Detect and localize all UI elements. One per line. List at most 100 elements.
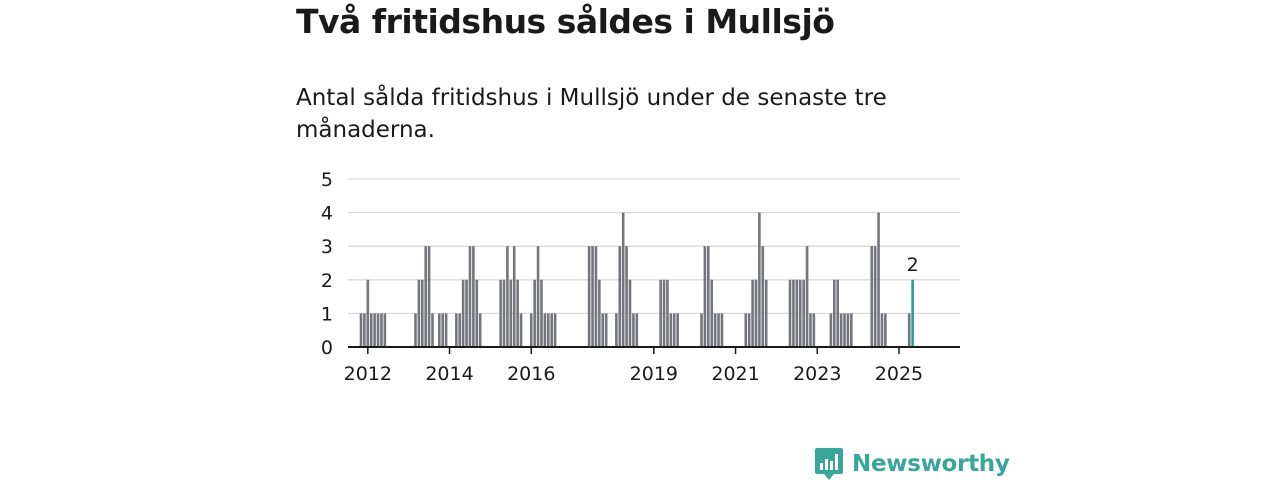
bar	[751, 279, 754, 347]
bar	[877, 212, 880, 347]
bar	[717, 313, 720, 347]
bar	[475, 279, 479, 347]
bar	[594, 246, 598, 347]
bar	[536, 246, 540, 347]
newsworthy-logo-icon	[815, 448, 843, 480]
bar	[465, 279, 468, 347]
bar	[792, 279, 795, 347]
bar	[509, 279, 513, 347]
bar	[809, 313, 812, 347]
bar	[812, 313, 816, 347]
bar	[805, 246, 809, 347]
bar	[832, 279, 836, 347]
bar	[720, 313, 724, 347]
highlight-value-label: 2	[907, 254, 919, 276]
highlighted-bar	[911, 279, 914, 347]
bar	[873, 246, 877, 347]
x-tick-label: 2016	[507, 363, 555, 385]
newsworthy-logo-text: Newsworthy	[852, 451, 1010, 477]
bar	[455, 313, 458, 347]
bar	[666, 279, 669, 347]
bar	[628, 279, 632, 347]
bar	[444, 313, 448, 347]
bar	[604, 313, 608, 347]
x-tick-label: 2025	[875, 363, 923, 385]
bar	[700, 313, 703, 347]
bar	[615, 313, 618, 347]
y-tick-label: 4	[321, 203, 333, 225]
bar	[625, 246, 628, 347]
y-tick-label: 0	[321, 337, 333, 359]
bar	[591, 246, 594, 347]
bar	[710, 279, 714, 347]
bar	[839, 313, 843, 347]
bar	[676, 313, 679, 347]
bar	[744, 313, 748, 347]
y-tick-label: 5	[321, 169, 333, 191]
bar	[669, 313, 673, 347]
bar	[478, 313, 482, 347]
bar	[764, 279, 768, 347]
bar	[380, 313, 383, 347]
bar	[424, 246, 427, 347]
y-tick-label: 2	[321, 270, 333, 292]
bar	[846, 313, 850, 347]
bar	[907, 313, 911, 347]
newsworthy-logo: Newsworthy	[814, 446, 1010, 482]
x-tick-label: 2012	[344, 363, 392, 385]
bar	[420, 279, 424, 347]
bar	[540, 279, 543, 347]
bar	[441, 313, 445, 347]
bar	[516, 279, 519, 347]
bar	[359, 313, 363, 347]
bar	[843, 313, 846, 347]
bar	[598, 279, 601, 347]
x-tick-label: 2023	[793, 363, 841, 385]
bar	[461, 279, 465, 347]
bar	[707, 246, 710, 347]
bar	[850, 313, 853, 347]
bar	[529, 313, 533, 347]
bar	[632, 313, 635, 347]
bar	[369, 313, 373, 347]
bar	[836, 279, 839, 347]
bar	[880, 313, 884, 347]
bar	[502, 279, 506, 347]
bar	[431, 313, 434, 347]
bar	[601, 313, 605, 347]
bar	[550, 313, 553, 347]
bar	[798, 279, 802, 347]
bar	[417, 279, 421, 347]
bar	[376, 313, 380, 347]
bar	[506, 246, 509, 347]
y-tick-label: 3	[321, 236, 333, 258]
bar	[802, 279, 805, 347]
bar	[519, 313, 523, 347]
bar	[438, 313, 441, 347]
x-tick-label: 2014	[425, 363, 473, 385]
y-tick-label: 1	[321, 303, 333, 325]
bar	[788, 279, 792, 347]
bar	[427, 246, 431, 347]
bar	[829, 313, 833, 347]
bar	[373, 313, 376, 347]
x-tick-label: 2019	[630, 363, 678, 385]
bar	[703, 246, 707, 347]
bar	[499, 279, 502, 347]
bar	[468, 246, 472, 347]
bar	[672, 313, 676, 347]
bar-chart: 0 1 2 3 4 5 2 2012 2014 2016 2019 2021 2023 2025	[321, 169, 960, 385]
bar	[533, 279, 536, 347]
bar	[543, 313, 547, 347]
bar	[621, 212, 625, 347]
bar	[414, 313, 417, 347]
bar	[884, 313, 887, 347]
bar	[795, 279, 799, 347]
bar	[587, 246, 591, 347]
bar	[512, 246, 516, 347]
bar	[758, 212, 761, 347]
bar	[363, 313, 366, 347]
bar	[754, 279, 758, 347]
chart-subtitle: Antal sålda fritidshus i Mullsjö under d…	[296, 85, 887, 143]
bar	[383, 313, 387, 347]
